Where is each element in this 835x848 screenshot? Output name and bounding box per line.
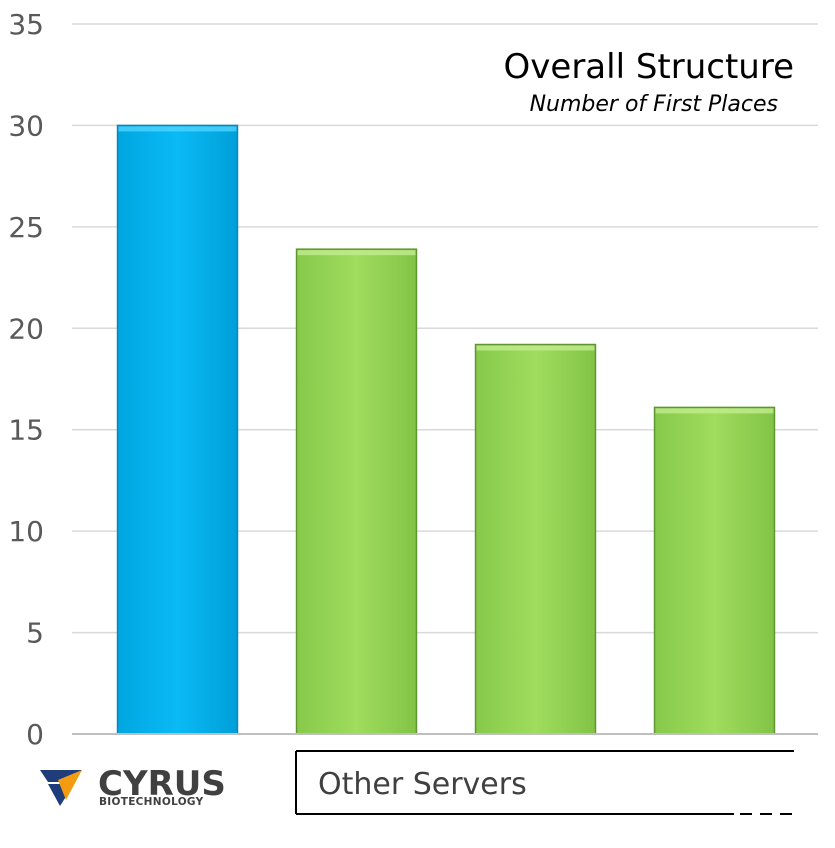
cyrus-logo: CYRUS BIOTECHNOLOGY xyxy=(40,764,226,808)
bar xyxy=(474,343,597,735)
bar xyxy=(653,406,776,735)
y-tick-label: 25 xyxy=(8,211,44,244)
y-tick-label: 30 xyxy=(8,109,44,142)
y-tick-label: 5 xyxy=(26,617,44,650)
cyrus-logo-tagline: BIOTECHNOLOGY xyxy=(99,796,204,808)
chart-subtitle: Number of First Places xyxy=(530,92,778,117)
bar-highlight xyxy=(297,250,416,256)
bars xyxy=(116,124,776,735)
other-servers-box: Other Servers xyxy=(295,750,794,815)
bar-highlight xyxy=(655,408,774,414)
cyrus-logo-mark-icon xyxy=(40,770,82,806)
y-tick-label: 15 xyxy=(8,414,44,447)
bar-highlight xyxy=(476,345,595,351)
other-servers-label: Other Servers xyxy=(318,767,527,802)
y-tick-label: 35 xyxy=(8,8,44,41)
y-tick-label: 0 xyxy=(26,718,44,751)
y-tick-label: 20 xyxy=(8,312,44,345)
bar xyxy=(295,248,418,735)
bar-highlight xyxy=(118,126,237,132)
y-tick-label: 10 xyxy=(8,515,44,548)
cyrus-logo-name: CYRUS xyxy=(98,764,226,804)
y-axis-ticks: 0 5 10 15 20 25 30 35 xyxy=(8,8,44,751)
bar xyxy=(116,124,239,735)
chart-title: Overall Structure xyxy=(504,47,794,87)
